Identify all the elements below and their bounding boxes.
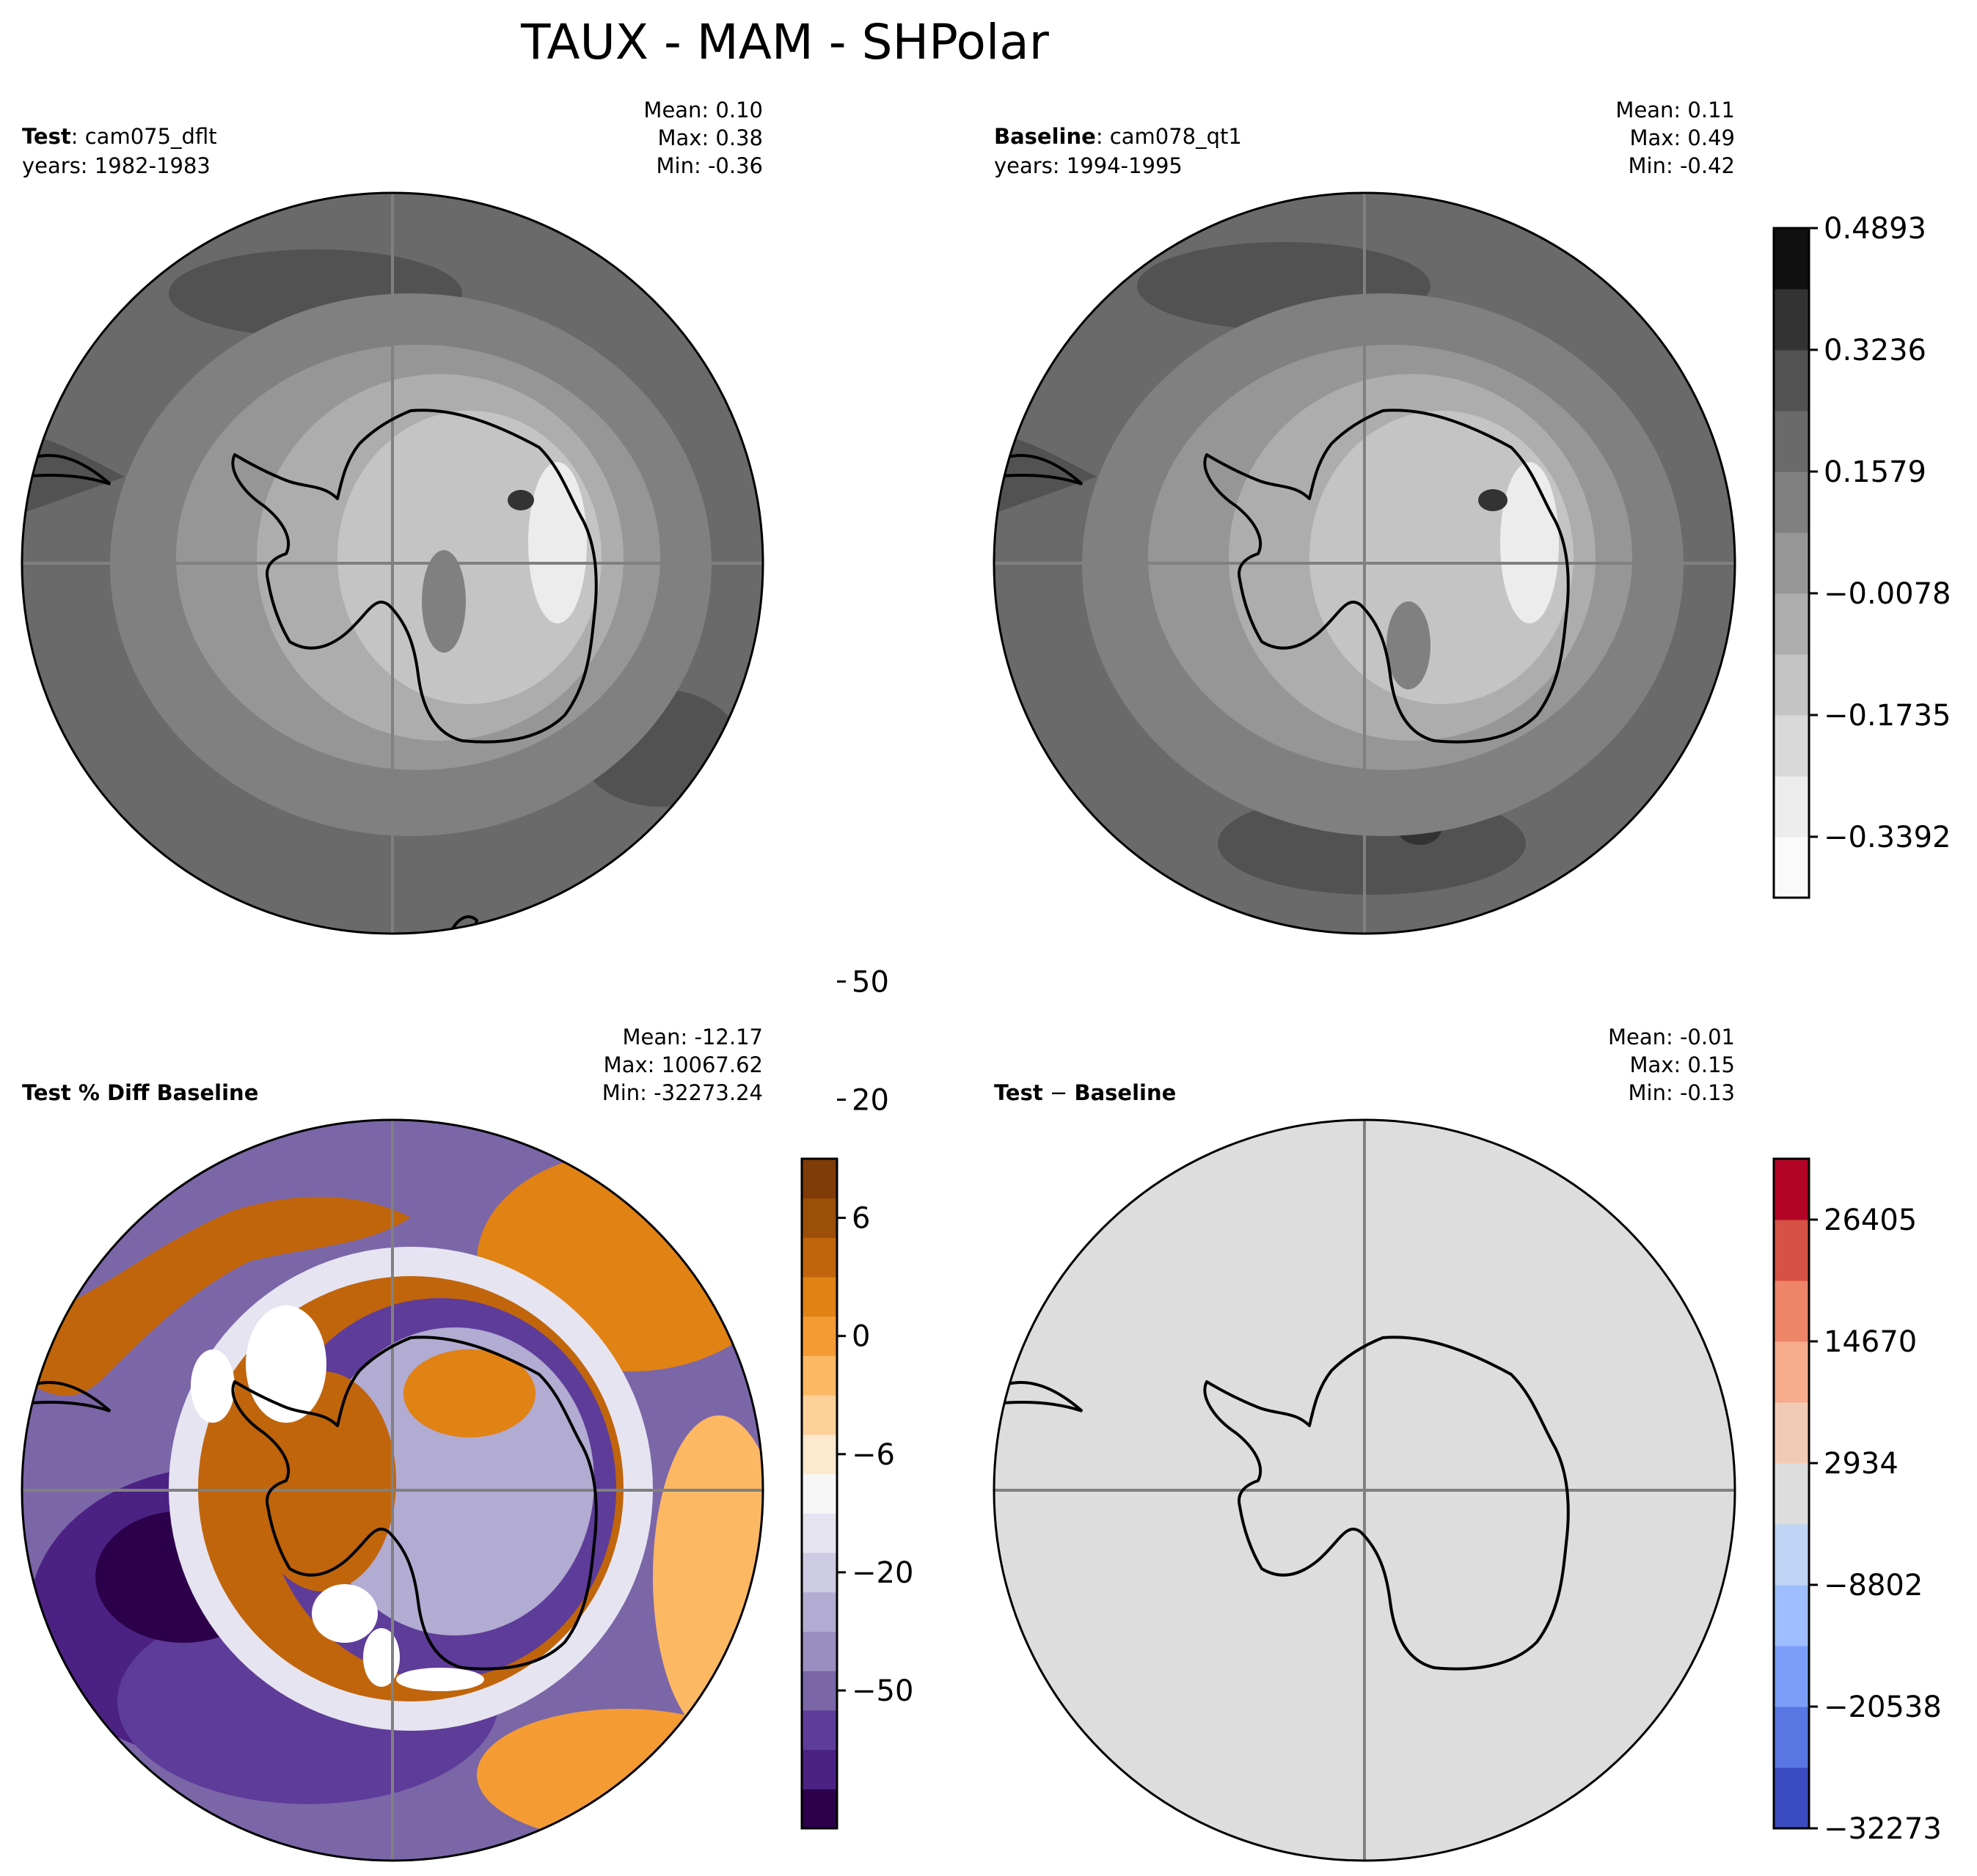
gray-colorbar-segment: [1774, 472, 1809, 533]
panel-pctdiff-min: Min: -32273.24: [602, 1080, 763, 1105]
panel-pctdiff-boundary: [21, 1118, 764, 1862]
gray-colorbar-segment: [1774, 654, 1809, 716]
gray-colorbar-segment: [1774, 776, 1809, 838]
gray-colorbar-segment: [1774, 715, 1809, 777]
panel-diff-label: Test − Baseline: [994, 1080, 1176, 1105]
diff-colorbar-tick-label: −32273: [1824, 1812, 1942, 1846]
panel-diff: Test − Baseline Mean: -0.01 Max: 0.15 Mi…: [993, 1025, 1736, 1862]
diff-colorbar-segment: [1774, 1402, 1809, 1464]
pct-colorbar-segment: [802, 1591, 837, 1632]
pct-colorbar-segment: [802, 1513, 837, 1553]
panel-pctdiff-max: Max: 10067.62: [604, 1052, 763, 1077]
pct-colorbar-tick-label: 50: [852, 965, 889, 999]
gray-colorbar-segment: [1774, 532, 1809, 594]
panel-diff-mean: Mean: -0.01: [1608, 1025, 1735, 1049]
gray-colorbar-tick-label: −0.1735: [1824, 699, 1951, 733]
pct-colorbar-segment: [802, 1434, 837, 1475]
pct-colorbar-segment: [802, 1671, 837, 1711]
panel-test-boundary: [21, 191, 764, 935]
diff-colorbar-segment: [1774, 1341, 1809, 1403]
panel-test-years: years: 1982-1983: [22, 153, 211, 178]
pct-colorbar-segment: [802, 1395, 837, 1435]
gray-colorbar-segment: [1774, 593, 1809, 655]
pct-colorbar-segment: [802, 1198, 837, 1238]
diff-colorbar-segment: [1774, 1220, 1809, 1281]
colorbar-diff: 26405 14670 2934 −8802 −20538 −32273: [1772, 1157, 1942, 1846]
gray-colorbar-frame: [1772, 227, 1810, 899]
gray-colorbar-tick-label: −0.0078: [1824, 577, 1951, 611]
panel-pctdiff: Test % Diff Baseline Mean: -12.17 Max: 1…: [21, 1025, 764, 1862]
panel-test-max: Max: 0.38: [657, 125, 763, 150]
pct-colorbar-tick-label: 20: [852, 1083, 889, 1117]
pct-colorbar-segment: [802, 1473, 837, 1514]
diff-colorbar-segment: [1774, 1585, 1809, 1646]
pct-colorbar-segment: [802, 1749, 837, 1789]
panel-diff-max: Max: 0.15: [1629, 1052, 1735, 1077]
pct-colorbar-segment: [802, 1316, 837, 1357]
pct-colorbar-segment: [802, 1553, 837, 1593]
pct-colorbar-frame: [800, 1157, 838, 1830]
gray-colorbar-segment: [1774, 411, 1809, 472]
gray-colorbar-tick-label: −0.3392: [1824, 821, 1951, 854]
panel-test-min: Min: -0.36: [657, 153, 763, 178]
diff-colorbar-tick-label: 2934: [1824, 1447, 1899, 1481]
diff-colorbar-segment: [1774, 1463, 1809, 1525]
diff-colorbar-segment: [1774, 1524, 1809, 1586]
diff-colorbar-tick-label: −20538: [1824, 1690, 1942, 1724]
pct-colorbar-segment: [802, 1237, 837, 1278]
panel-test-mean: Mean: 0.10: [643, 98, 763, 122]
diff-colorbar-segment: [1774, 1707, 1809, 1768]
pct-colorbar-segment: [802, 1789, 837, 1829]
diff-colorbar-tick-label: 26405: [1824, 1203, 1917, 1237]
panel-test: Test: cam075_dflt years: 1982-1983 Mean:…: [21, 98, 764, 935]
pct-colorbar-segment: [802, 1277, 837, 1317]
diff-colorbar-segment: [1774, 1280, 1809, 1342]
colorbar-pctdiff: 50 20 6 0 −6 −20 −50: [800, 965, 913, 1830]
pct-colorbar-tick-label: −50: [852, 1674, 913, 1708]
diff-colorbar-segment: [1774, 1159, 1809, 1220]
panel-baseline-label: Baseline: cam078_qt1: [994, 124, 1242, 149]
panel-baseline-min: Min: -0.42: [1629, 153, 1735, 178]
pct-colorbar-segment: [802, 1159, 837, 1199]
gray-colorbar-tick-label: 0.1579: [1824, 455, 1926, 489]
gray-colorbar-tick-label: 0.3236: [1824, 334, 1926, 367]
panel-diff-boundary: [993, 1118, 1736, 1862]
panel-pctdiff-mean: Mean: -12.17: [623, 1025, 764, 1049]
diff-colorbar-tick-label: −8802: [1824, 1569, 1923, 1602]
pct-colorbar-tick-label: −6: [852, 1438, 895, 1472]
panel-baseline-years: years: 1994-1995: [994, 153, 1183, 178]
panel-baseline: Baseline: cam078_qt1 years: 1994-1995 Me…: [993, 98, 1736, 935]
gray-colorbar-segment: [1774, 350, 1809, 411]
diff-colorbar-frame: [1772, 1157, 1810, 1830]
diff-colorbar-segment: [1774, 1646, 1809, 1707]
pct-colorbar-segment: [802, 1631, 837, 1671]
panel-test-label: Test: cam075_dflt: [22, 124, 217, 149]
figure-title: TAUX - MAM - SHPolar: [520, 14, 1050, 70]
panel-baseline-boundary: [993, 191, 1736, 935]
gray-colorbar-segment: [1774, 228, 1809, 290]
panel-diff-min: Min: -0.13: [1629, 1080, 1735, 1105]
gray-colorbar-segment: [1774, 837, 1809, 898]
gray-colorbar-tick-label: 0.4893: [1824, 212, 1926, 246]
colorbar-gray: 0.4893 0.3236 0.1579 −0.0078 −0.1735 −0.3392: [1772, 212, 1951, 899]
pct-colorbar-tick-label: −20: [852, 1556, 913, 1590]
diff-colorbar-segment: [1774, 1767, 1809, 1829]
panel-baseline-mean: Mean: 0.11: [1615, 98, 1735, 122]
pct-colorbar-segment: [802, 1710, 837, 1751]
pct-colorbar-tick-label: 0: [852, 1320, 870, 1354]
panel-baseline-max: Max: 0.49: [1629, 125, 1735, 150]
gray-colorbar-segment: [1774, 289, 1809, 351]
pct-colorbar-tick-label: 6: [852, 1202, 870, 1236]
diff-colorbar-tick-label: 14670: [1824, 1325, 1917, 1359]
panel-pctdiff-label: Test % Diff Baseline: [22, 1080, 258, 1105]
pct-colorbar-segment: [802, 1355, 837, 1396]
